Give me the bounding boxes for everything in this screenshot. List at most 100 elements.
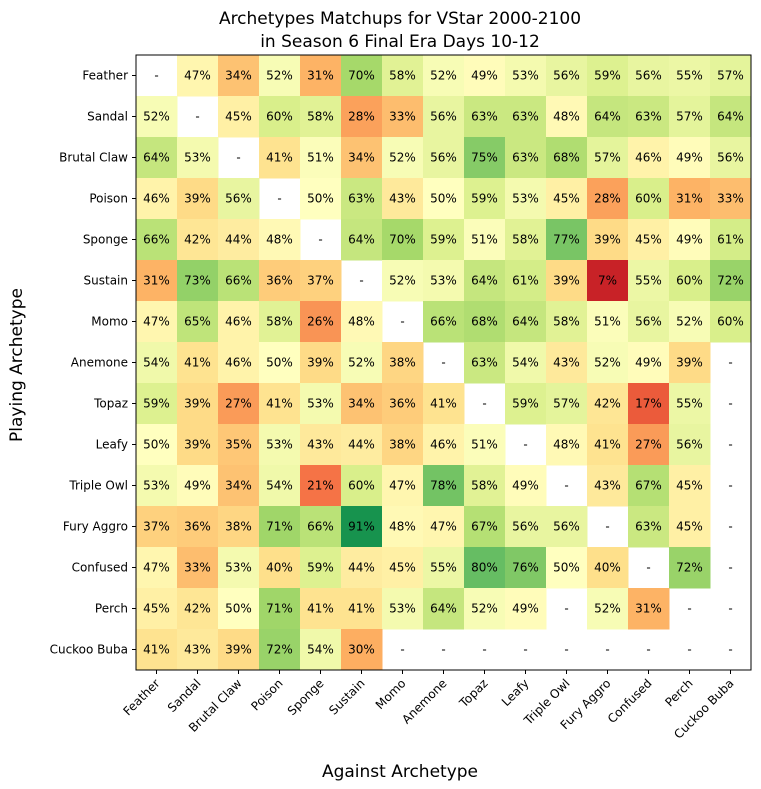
y-tick-label: Poison <box>89 192 128 206</box>
heatmap-cell-sandal-vs-triple-owl <box>546 96 588 138</box>
cell-value-label: 39% <box>676 356 703 370</box>
cell-value-label: 43% <box>184 643 211 657</box>
heatmap-cell-fury-aggro-vs-triple-owl <box>546 506 588 548</box>
heatmap-cell-sandal-vs-fury-aggro <box>587 96 629 138</box>
cell-value-label: 64% <box>143 151 170 165</box>
cell-value-label: 58% <box>471 479 498 493</box>
cell-value-label: 40% <box>266 561 293 575</box>
cell-value-label: 44% <box>348 561 375 575</box>
y-tick-label: Topaz <box>93 397 128 411</box>
heatmap-cell-topaz-vs-feather <box>136 383 178 425</box>
heatmap-cell-sustain-vs-momo <box>382 260 424 302</box>
cell-value-label: 52% <box>389 151 416 165</box>
heatmap-cell-sustain-vs-cuckoo-buba <box>710 260 752 302</box>
cell-value-label: 7% <box>598 274 617 288</box>
heatmap-cell-perch-vs-anemone <box>423 588 465 630</box>
cell-value-label: 47% <box>430 520 457 534</box>
cell-value-label: 63% <box>635 520 662 534</box>
heatmap-cell-fury-aggro-vs-sponge <box>300 506 342 548</box>
cell-value-label: 72% <box>676 561 703 575</box>
cell-value-label: - <box>728 520 732 534</box>
cell-value-label: - <box>728 438 732 452</box>
cell-value-label: 50% <box>553 561 580 575</box>
heatmap-cell-topaz-vs-perch <box>669 383 711 425</box>
cell-value-label: 60% <box>635 192 662 206</box>
cell-value-label: - <box>646 643 650 657</box>
cell-value-label: 53% <box>143 479 170 493</box>
heatmap-cell-triple-owl-vs-fury-aggro <box>587 465 629 507</box>
heatmap-cell-poison-vs-leafy <box>505 178 547 220</box>
heatmap-cell-sustain-vs-topaz <box>464 260 506 302</box>
cell-value-label: 27% <box>635 438 662 452</box>
cell-value-label: 60% <box>717 315 744 329</box>
cell-value-label: 54% <box>512 356 539 370</box>
heatmap-cell-topaz-vs-anemone <box>423 383 465 425</box>
cell-value-label: - <box>318 233 322 247</box>
cell-value-label: - <box>646 561 650 575</box>
cell-value-label: 52% <box>594 602 621 616</box>
heatmap-cell-leafy-vs-poison <box>259 424 301 466</box>
heatmap-cell-fury-aggro-vs-perch <box>669 506 711 548</box>
cell-value-label: - <box>236 151 240 165</box>
cell-value-label: - <box>728 643 732 657</box>
heatmap-cell-sandal-vs-leafy <box>505 96 547 138</box>
cell-value-label: 58% <box>553 315 580 329</box>
cell-value-label: 71% <box>266 520 293 534</box>
y-tick-label: Cuckoo Buba <box>50 643 128 657</box>
cell-value-label: 47% <box>143 561 170 575</box>
cell-value-label: 41% <box>266 397 293 411</box>
heatmap-cell-anemone-vs-sponge <box>300 342 342 384</box>
cell-value-label: 51% <box>594 315 621 329</box>
heatmap-cell-triple-owl-vs-momo <box>382 465 424 507</box>
heatmap-cell-fury-aggro-vs-momo <box>382 506 424 548</box>
cell-value-label: 63% <box>512 151 539 165</box>
cell-value-label: - <box>359 274 363 288</box>
cell-value-label: 52% <box>594 356 621 370</box>
cell-value-label: 43% <box>389 192 416 206</box>
cell-value-label: 66% <box>307 520 334 534</box>
heatmap-cell-leafy-vs-sustain <box>341 424 383 466</box>
heatmap-cell-perch-vs-sponge <box>300 588 342 630</box>
cell-value-label: 42% <box>594 397 621 411</box>
heatmap-cell-poison-vs-brutal-claw <box>218 178 260 220</box>
cell-value-label: 31% <box>143 274 170 288</box>
cell-value-label: 77% <box>553 233 580 247</box>
heatmap-cell-poison-vs-anemone <box>423 178 465 220</box>
cell-value-label: 50% <box>143 438 170 452</box>
heatmap-cell-brutal-claw-vs-feather <box>136 137 178 179</box>
cell-value-label: 63% <box>635 110 662 124</box>
heatmap-cell-sponge-vs-brutal-claw <box>218 219 260 261</box>
y-tick-label: Confused <box>72 561 128 575</box>
cell-value-label: 40% <box>594 561 621 575</box>
cell-value-label: 35% <box>225 438 252 452</box>
cell-value-label: 61% <box>512 274 539 288</box>
y-axis-label: Playing Archetype <box>7 288 27 442</box>
y-tick-label: Feather <box>82 69 128 83</box>
cell-value-label: 56% <box>430 110 457 124</box>
heatmap-cell-brutal-claw-vs-momo <box>382 137 424 179</box>
x-tick-label: Sponge <box>285 676 327 718</box>
heatmap-cell-poison-vs-sandal <box>177 178 219 220</box>
heatmap-cell-brutal-claw-vs-fury-aggro <box>587 137 629 179</box>
heatmap-cell-anemone-vs-leafy <box>505 342 547 384</box>
cell-value-label: 44% <box>348 438 375 452</box>
heatmap-cell-anemone-vs-sandal <box>177 342 219 384</box>
heatmap-cell-confused-vs-feather <box>136 547 178 589</box>
cell-value-label: 50% <box>225 602 252 616</box>
cell-value-label: 59% <box>430 233 457 247</box>
cell-value-label: 39% <box>553 274 580 288</box>
heatmap-cell-sponge-vs-cuckoo-buba <box>710 219 752 261</box>
cell-value-label: 55% <box>430 561 457 575</box>
heatmap-cell-anemone-vs-triple-owl <box>546 342 588 384</box>
cell-value-label: 50% <box>266 356 293 370</box>
heatmap-cell-poison-vs-feather <box>136 178 178 220</box>
heatmap-cell-brutal-claw-vs-sponge <box>300 137 342 179</box>
heatmap-cell-fury-aggro-vs-leafy <box>505 506 547 548</box>
cell-value-label: - <box>728 356 732 370</box>
heatmap-cell-brutal-claw-vs-sustain <box>341 137 383 179</box>
heatmap-cell-poison-vs-momo <box>382 178 424 220</box>
cell-value-label: 52% <box>143 110 170 124</box>
cell-value-label: 53% <box>266 438 293 452</box>
heatmap-cell-feather-vs-momo <box>382 55 424 97</box>
